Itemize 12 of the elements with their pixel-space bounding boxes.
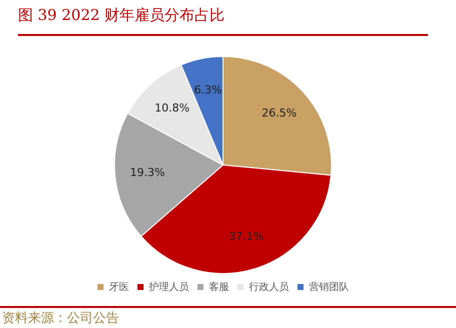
- text: 资料来源：公司公告: [2, 310, 119, 327]
- legend-label: 营销团队: [309, 280, 349, 293]
- data-label: 26.5%: [262, 106, 297, 120]
- legend-label: 牙医: [109, 282, 129, 293]
- data-label: 37.1%: [228, 230, 264, 244]
- chart-title: 图 39 2022 财年雇员分布占比: [18, 6, 225, 25]
- data-label: 6.3%: [194, 83, 222, 96]
- legend-label: 客服: [209, 280, 229, 293]
- legend-label: 护理人员: [148, 280, 189, 293]
- data-label: 10.8%: [154, 102, 190, 115]
- legend-label: 行政人员: [249, 282, 289, 293]
- data-label: 19.3%: [130, 166, 165, 180]
